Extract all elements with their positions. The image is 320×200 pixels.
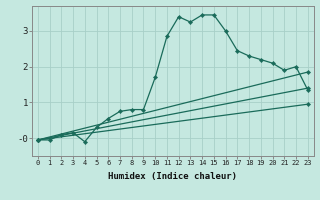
X-axis label: Humidex (Indice chaleur): Humidex (Indice chaleur) [108, 172, 237, 181]
